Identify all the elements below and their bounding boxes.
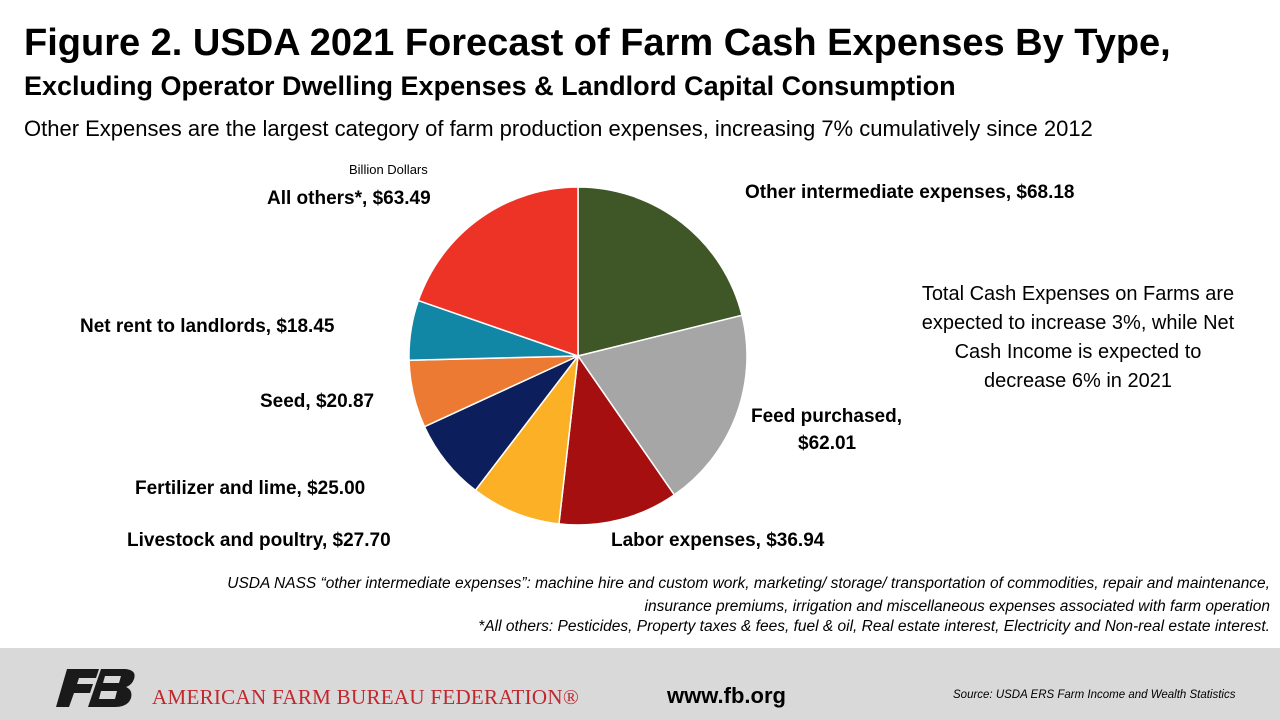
fb-logo-icon <box>56 669 135 707</box>
organization-name: AMERICAN FARM BUREAU FEDERATION® <box>152 685 580 709</box>
pie-slice-other-intermediate <box>577 186 743 357</box>
footnote-all-others: *All others: Pesticides, Property taxes … <box>478 618 1270 635</box>
slice-label-feed-value: $62.01 <box>798 433 857 454</box>
forecast-note: Total Cash Expenses on Farms are expecte… <box>888 280 1268 396</box>
pie-slice-all-others <box>417 186 579 358</box>
note-line: expected to increase 3%, while Net <box>921 312 1235 334</box>
footnote-line: USDA NASS “other intermediate expenses”:… <box>227 575 1270 592</box>
slice-label-net-rent: Net rent to landlords, $18.45 <box>80 316 335 337</box>
units-label: Billion Dollars <box>349 162 428 177</box>
chart-subtitle: Excluding Operator Dwelling Expenses & L… <box>24 71 956 101</box>
slice-label-fertilizer: Fertilizer and lime, $25.00 <box>135 478 366 499</box>
slice-label-labor: Labor expenses, $36.94 <box>611 530 825 551</box>
note-line: Cash Income is expected to <box>954 341 1202 363</box>
source-note: Source: USDA ERS Farm Income and Wealth … <box>953 689 1236 701</box>
slice-label-all-others: All others*, $63.49 <box>267 188 431 209</box>
slice-label-seed: Seed, $20.87 <box>260 391 375 412</box>
footer-bar <box>0 648 1280 720</box>
website-link[interactable]: www.fb.org <box>667 683 786 708</box>
pie-slice-feed <box>576 314 748 496</box>
footnote-other-intermediate: USDA NASS “other intermediate expenses”:… <box>70 572 1270 618</box>
note-line: decrease 6% in 2021 <box>984 370 1172 392</box>
slice-label-livestock: Livestock and poultry, $27.70 <box>127 530 391 551</box>
pie-slice-livestock <box>474 353 580 525</box>
slice-label-feed: Feed purchased, <box>751 406 902 427</box>
slice-label-other-intermediate: Other intermediate expenses, $68.18 <box>745 182 1075 203</box>
footnote-line: insurance premiums, irrigation and misce… <box>644 598 1270 615</box>
chart-tagline: Other Expenses are the largest category … <box>24 116 1093 141</box>
chart-title: Figure 2. USDA 2021 Forecast of Farm Cas… <box>24 22 1171 64</box>
pie-slice-labor <box>558 353 676 526</box>
note-line: Total Cash Expenses on Farms are <box>921 283 1235 305</box>
pie-chart <box>408 186 748 526</box>
